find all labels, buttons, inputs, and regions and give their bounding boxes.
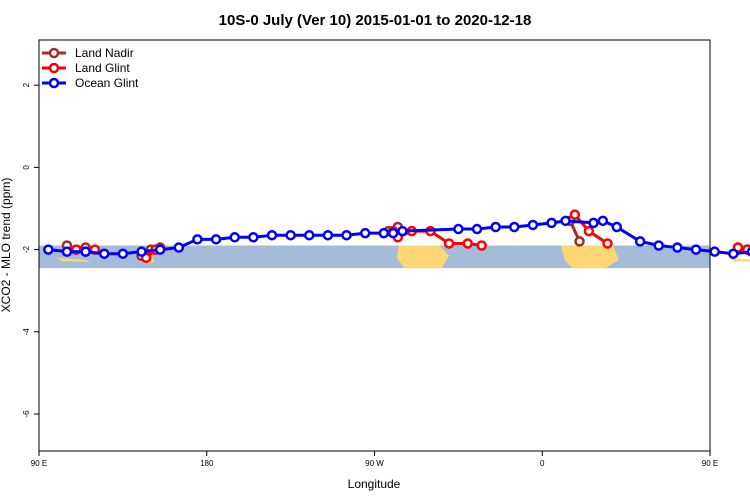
legend-swatch-marker bbox=[48, 77, 60, 89]
ocean-glint-point bbox=[509, 221, 520, 233]
ocean-glint-point bbox=[597, 215, 609, 227]
ocean-glint-point bbox=[672, 242, 683, 253]
series-ocean-glint bbox=[43, 215, 750, 259]
y-tick-label: -4 bbox=[22, 328, 31, 336]
ocean-glint-point bbox=[611, 221, 623, 233]
ocean-glint-point bbox=[588, 217, 599, 229]
ocean-glint-point bbox=[136, 246, 147, 257]
south-america-land bbox=[396, 245, 450, 269]
ocean-glint-point bbox=[80, 246, 91, 257]
ocean-glint-point bbox=[746, 246, 750, 257]
y-axis-label: XCO2 - MLO trend (ppm) bbox=[0, 178, 13, 313]
ocean-glint-point bbox=[173, 242, 185, 253]
land-glint-point bbox=[443, 238, 455, 249]
land-glint-point bbox=[602, 238, 613, 249]
ocean-band bbox=[39, 245, 710, 269]
y-tick-label: -2 bbox=[22, 246, 31, 254]
ocean-glint-point bbox=[527, 219, 539, 231]
legend-swatch-marker bbox=[48, 47, 60, 59]
x-axis: 90 E 180 90 W 0 90 E bbox=[31, 451, 718, 468]
legend-label: Land Glint bbox=[75, 61, 130, 75]
ocean-glint-point bbox=[690, 244, 702, 255]
ocean-glint-point bbox=[192, 234, 203, 245]
legend-item-ocean-glint: Ocean Glint bbox=[42, 76, 139, 90]
ocean-glint-point bbox=[634, 236, 646, 247]
ocean-glint-point bbox=[453, 223, 464, 235]
legend-item-land-glint: Land Glint bbox=[42, 61, 130, 75]
x-tick-label: 90 W bbox=[365, 459, 384, 468]
x-tick-label: 180 bbox=[200, 459, 214, 468]
ocean-glint-point bbox=[61, 246, 73, 257]
ocean-glint-point bbox=[229, 232, 240, 243]
africa-land bbox=[560, 245, 619, 269]
x-axis-label: Longitude bbox=[348, 477, 401, 491]
y-tick-label: 2 bbox=[22, 82, 31, 87]
ocean-glint-point bbox=[728, 248, 739, 259]
ocean-glint-point bbox=[359, 227, 371, 239]
ocean-glint-point bbox=[43, 244, 54, 255]
ocean-glint-point bbox=[387, 227, 399, 239]
ocean-glint-point bbox=[322, 229, 334, 241]
legend-item-land-nadir: Land Nadir bbox=[42, 46, 134, 60]
y-tick-label: -6 bbox=[22, 410, 31, 418]
ocean-glint-point bbox=[285, 229, 296, 241]
ocean-glint-point bbox=[248, 232, 259, 243]
land-nadir-point bbox=[574, 236, 585, 247]
land-glint-point bbox=[569, 209, 581, 220]
ocean-glint-point bbox=[471, 223, 483, 235]
java-land bbox=[57, 257, 92, 262]
y-tick-label: 0 bbox=[22, 165, 31, 170]
series-land-glint bbox=[71, 209, 750, 264]
ocean-glint-point bbox=[560, 215, 571, 227]
ocean-glint-point bbox=[98, 248, 110, 259]
x-tick-label: 90 E bbox=[31, 459, 47, 468]
legend-label: Land Nadir bbox=[75, 46, 134, 60]
ocean-glint-point bbox=[341, 229, 352, 241]
ocean-glint-point bbox=[546, 217, 557, 229]
x-tick-label: 0 bbox=[540, 459, 545, 468]
ocean-glint-point bbox=[490, 221, 501, 233]
legend-label: Ocean Glint bbox=[75, 76, 139, 90]
ocean-glint-point bbox=[154, 244, 166, 255]
ocean-glint-point bbox=[378, 227, 390, 239]
ocean-glint-point bbox=[709, 246, 720, 257]
series-layer bbox=[43, 209, 750, 264]
ocean-glint-point bbox=[653, 240, 664, 251]
land-glint-point bbox=[583, 225, 595, 237]
legend-swatch-marker bbox=[48, 62, 60, 74]
ocean-glint-point bbox=[210, 234, 222, 245]
ocean-glint-point bbox=[266, 229, 278, 241]
ocean-glint-point bbox=[304, 229, 315, 241]
ocean-glint-point bbox=[397, 225, 408, 237]
ocean-glint-point bbox=[117, 248, 129, 259]
x-tick-label: 90 E bbox=[702, 459, 718, 468]
chart-title: 10S-0 July (Ver 10) 2015-01-01 to 2020-1… bbox=[219, 12, 532, 29]
land-glint-point bbox=[462, 238, 473, 249]
land-glint-point bbox=[476, 240, 487, 251]
y-axis: 2 0 -2 -4 -6 bbox=[22, 82, 39, 418]
